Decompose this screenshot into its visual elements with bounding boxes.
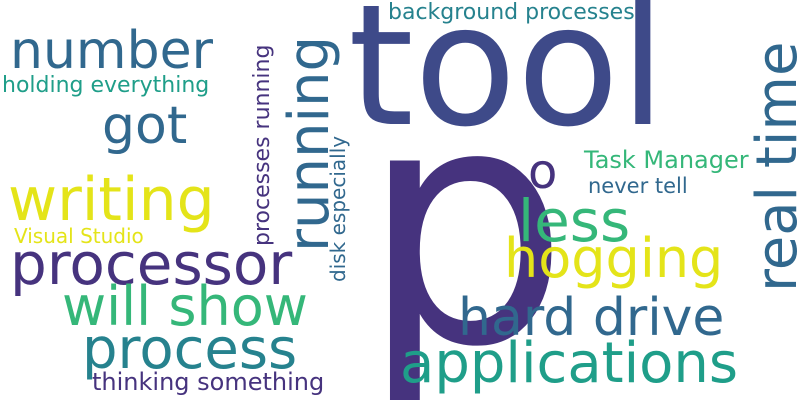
word-tool: tool <box>348 0 667 164</box>
word-task-manager: Task Manager <box>584 146 749 174</box>
word-never-tell: never tell <box>588 174 688 198</box>
word-hard-drive: hard drive <box>458 288 725 348</box>
word-applications: applications <box>400 331 739 396</box>
word-less: less <box>518 187 631 255</box>
word-thinking-something: thinking something <box>92 368 325 396</box>
word-real-time: real time <box>745 41 800 292</box>
word-will-show: will show <box>62 275 308 338</box>
word-got: got <box>102 96 188 156</box>
word-p: p <box>360 35 570 400</box>
word-o: o <box>528 144 558 200</box>
word-number: number <box>10 21 213 81</box>
word-processes-running: processes running <box>250 44 275 246</box>
word-background-processes: background processes <box>388 0 635 25</box>
word-visual-studio: Visual Studio <box>14 224 144 248</box>
word-processor: processor <box>10 230 293 298</box>
word-process: process <box>82 317 298 382</box>
word-holding-everything: holding everything <box>2 73 210 98</box>
word-disk-especially: disk especially <box>326 135 350 282</box>
word-hogging: hogging <box>504 227 724 290</box>
word-writing: writing <box>8 165 215 235</box>
